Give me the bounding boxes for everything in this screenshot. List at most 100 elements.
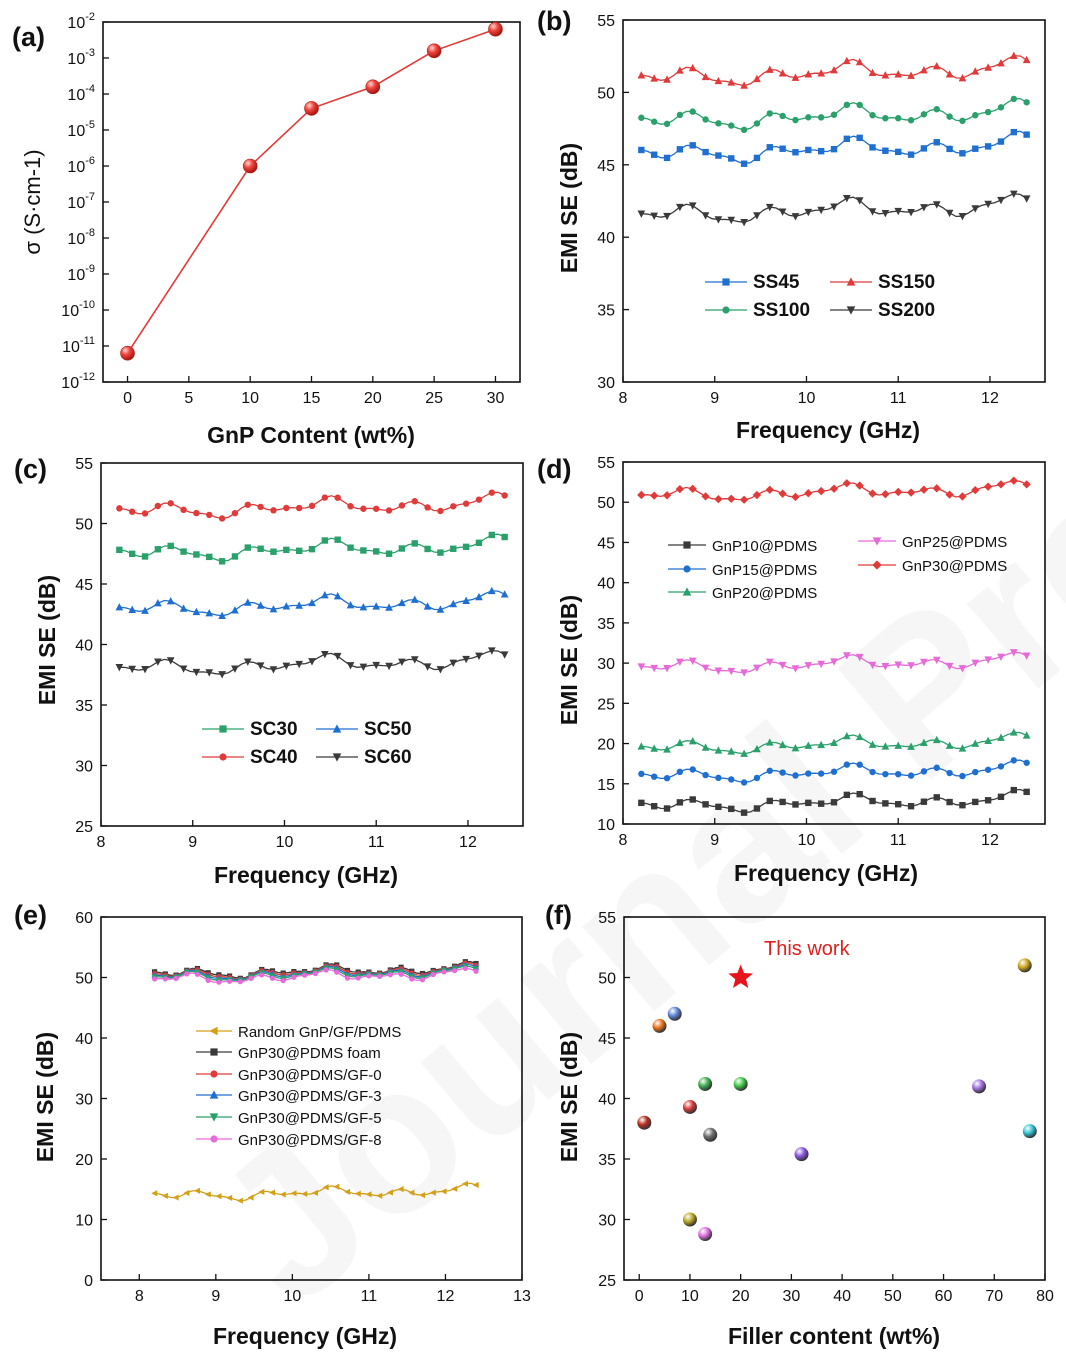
data-point-c-0 bbox=[360, 547, 367, 554]
data-point-b-2 bbox=[881, 71, 890, 79]
x-tick-label: 9 bbox=[188, 834, 197, 851]
data-point-c-3 bbox=[243, 658, 252, 666]
data-point-c-2 bbox=[333, 592, 342, 600]
plot-frame-b bbox=[622, 19, 1046, 383]
data-point-d-1 bbox=[1023, 759, 1030, 766]
data-point-d-4 bbox=[971, 485, 980, 495]
data-point-c-0 bbox=[462, 543, 470, 551]
data-point-c-3 bbox=[346, 662, 355, 670]
data-point-b-1 bbox=[933, 106, 940, 113]
data-point-c-3 bbox=[423, 663, 432, 671]
data-point-b-0 bbox=[830, 145, 838, 153]
data-point-b-0 bbox=[792, 149, 799, 156]
data-point-b-3 bbox=[830, 203, 838, 211]
data-point-e-5 bbox=[216, 979, 222, 985]
data-point-b-1 bbox=[766, 110, 773, 117]
data-point-b-0 bbox=[856, 134, 863, 142]
data-point-b-3 bbox=[804, 208, 813, 217]
y-tick-label: 55 bbox=[598, 910, 616, 927]
y-tick-label: 20 bbox=[597, 737, 615, 754]
data-point-b-0 bbox=[650, 151, 658, 158]
data-point-b-0 bbox=[933, 139, 940, 146]
data-point-b-3 bbox=[663, 212, 671, 221]
legend-marker bbox=[219, 725, 227, 733]
data-point-b-3 bbox=[714, 216, 723, 224]
legend-label: GnP30@PDMS/GF-8 bbox=[238, 1132, 382, 1149]
data-point-b-1 bbox=[792, 116, 799, 124]
data-point-d-3 bbox=[881, 663, 890, 671]
data-point-d-2 bbox=[958, 744, 967, 752]
y-tick-label: 40 bbox=[75, 1031, 93, 1048]
y-tick-label: 55 bbox=[597, 13, 615, 30]
data-point-c-1 bbox=[475, 496, 483, 503]
data-point-c-1 bbox=[116, 505, 123, 512]
data-point-b-1 bbox=[869, 111, 876, 119]
data-point-c-2 bbox=[154, 599, 162, 607]
data-point-c-3 bbox=[269, 666, 278, 674]
data-point-c-2 bbox=[192, 607, 201, 616]
x-ticks-d: 8 9 10 11 12 bbox=[619, 818, 999, 849]
data-point-d-1 bbox=[650, 773, 658, 780]
data-point-b-1 bbox=[650, 118, 658, 125]
data-point-d-3 bbox=[778, 661, 787, 670]
data-point-e-5 bbox=[430, 971, 436, 978]
data-point-d-3 bbox=[830, 658, 838, 666]
y-tick-label: 35 bbox=[597, 616, 615, 633]
y-tick-label: 10-3 bbox=[67, 47, 95, 68]
data-point-e-5 bbox=[355, 975, 361, 981]
data-point-b-1 bbox=[689, 108, 696, 115]
data-point-c-1 bbox=[398, 502, 406, 509]
data-point-e-0 bbox=[354, 1190, 361, 1197]
data-point-b-0 bbox=[959, 150, 966, 157]
data-point-b-3 bbox=[945, 209, 954, 218]
legend-label: GnP20@PDMS bbox=[712, 585, 817, 602]
scatter-point-f bbox=[972, 1079, 987, 1094]
data-point-b-0 bbox=[1023, 131, 1030, 138]
data-point-d-2 bbox=[714, 746, 723, 754]
data-point-b-3 bbox=[932, 201, 941, 209]
data-point-b-0 bbox=[663, 154, 671, 162]
data-point-d-3 bbox=[817, 660, 825, 669]
data-point-b-3 bbox=[740, 218, 748, 227]
data-point-b-0 bbox=[972, 145, 979, 152]
data-point-d-2 bbox=[688, 737, 697, 745]
data-point-e-5 bbox=[344, 975, 351, 981]
data-point-c-3 bbox=[141, 665, 149, 674]
data-point-d-2 bbox=[855, 732, 864, 741]
data-point-c-0 bbox=[231, 553, 239, 560]
this-work-annotation: This work bbox=[764, 938, 851, 960]
data-point-c-3 bbox=[410, 656, 419, 664]
x-tick-label: 9 bbox=[211, 1288, 220, 1305]
x-ticks-b: 8 9 10 11 12 bbox=[619, 376, 999, 407]
data-point-d-4 bbox=[945, 490, 954, 499]
legend-marker bbox=[332, 753, 342, 762]
y-tick-label: 45 bbox=[75, 577, 93, 594]
data-point-d-0 bbox=[663, 805, 671, 812]
data-point-e-0 bbox=[472, 1181, 479, 1189]
data-point-e-0 bbox=[419, 1191, 426, 1199]
data-point-c-2 bbox=[398, 598, 406, 607]
data-point-e-0 bbox=[440, 1188, 447, 1195]
data-point-b-3 bbox=[701, 212, 710, 220]
data-point-c-2 bbox=[359, 603, 368, 611]
data-point-c-1 bbox=[462, 500, 470, 507]
y-ticks-f: 25 30 35 40 45 50 55 bbox=[598, 910, 630, 1290]
data-point-c-0 bbox=[347, 544, 354, 551]
data-point-d-2 bbox=[663, 745, 671, 753]
data-point-d-0 bbox=[946, 798, 953, 806]
data-point-e-5 bbox=[302, 972, 308, 978]
x-tick-label: 50 bbox=[884, 1288, 902, 1305]
data-point-d-2 bbox=[971, 739, 980, 747]
data-point-c-3 bbox=[115, 664, 124, 672]
data-point-c-3 bbox=[385, 662, 393, 671]
data-point-b-3 bbox=[676, 203, 684, 212]
data-point-e-5 bbox=[259, 972, 265, 978]
data-point-d-0 bbox=[753, 805, 761, 812]
data-point-e-5 bbox=[409, 976, 415, 982]
data-point-c-0 bbox=[270, 548, 277, 555]
data-point-d-2 bbox=[945, 741, 954, 749]
data-point-e-0 bbox=[311, 1189, 318, 1196]
data-point-b-0 bbox=[702, 148, 709, 156]
data-point-e-5 bbox=[226, 978, 233, 984]
